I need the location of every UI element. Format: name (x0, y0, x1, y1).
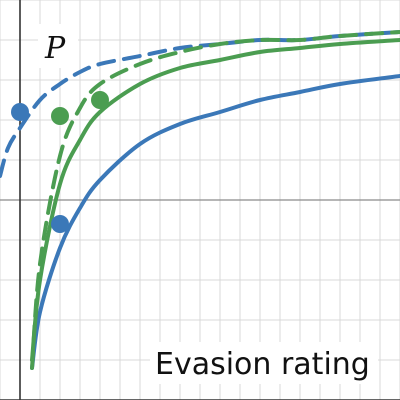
data-point-2 (51, 215, 69, 233)
series-line-4 (30, 30, 400, 370)
series-line-2 (0, 30, 400, 178)
series-line-1 (30, 74, 400, 370)
series-line-3 (30, 38, 400, 362)
xlabel-background (150, 342, 378, 384)
y-axis-label: P (44, 31, 66, 66)
data-point-4 (91, 91, 109, 109)
data-point-3 (51, 107, 69, 125)
data-point-1 (11, 103, 29, 121)
series-layer (0, 30, 400, 370)
ylabel-background (38, 24, 78, 68)
x-axis-label: Evasion rating (155, 347, 370, 382)
points-layer (11, 91, 109, 233)
